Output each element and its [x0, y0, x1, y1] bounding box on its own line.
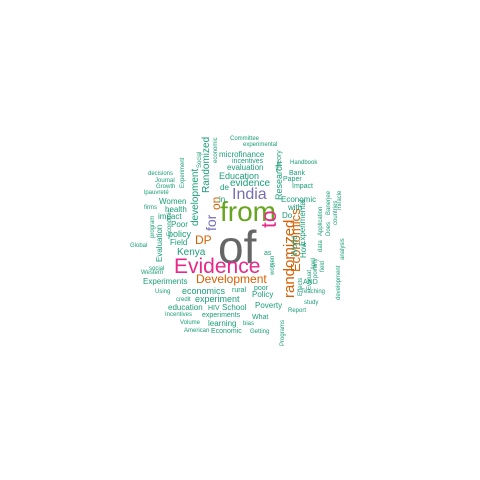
- cloud-word: Handbook: [290, 160, 318, 166]
- cloud-word: as: [264, 250, 272, 257]
- cloud-word: Women: [159, 197, 187, 206]
- cloud-word: Randomized: [201, 136, 212, 193]
- cloud-word: lpauvreté: [144, 190, 169, 196]
- cloud-word: Journal: [155, 178, 175, 184]
- cloud-word: Volume: [180, 320, 201, 326]
- cloud-word: experiment: [195, 294, 240, 304]
- cloud-word: data: [318, 240, 324, 252]
- cloud-word: learning: [208, 319, 237, 328]
- cloud-word: Incentives: [165, 312, 193, 318]
- cloud-word: experimental: [243, 142, 278, 148]
- cloud-word: Education: [219, 171, 260, 181]
- cloud-word: Development: [196, 272, 267, 286]
- cloud-word: development: [190, 168, 201, 226]
- cloud-word: Experimental: [298, 199, 307, 246]
- cloud-word: Kenya: [177, 247, 206, 258]
- cloud-word: in: [219, 195, 226, 204]
- cloud-word: Report: [288, 308, 307, 314]
- cloud-word: April: [311, 257, 317, 270]
- cloud-word: Experiments: [143, 277, 188, 286]
- cloud-word: social: [149, 266, 165, 272]
- cloud-word: economic: [213, 137, 219, 163]
- cloud-word: HIV: [208, 305, 220, 312]
- cloud-word: education: [168, 303, 203, 312]
- cloud-word: Evidence: [174, 255, 261, 278]
- cloud-word: Western: [141, 270, 164, 276]
- cloud-word: Evaluation: [155, 224, 164, 262]
- cloud-word: Programs: [280, 319, 286, 346]
- cloud-word: Experiment: [180, 157, 186, 188]
- cloud-word: field: [320, 260, 326, 272]
- cloud-word: development: [336, 265, 342, 300]
- cloud-word: Effects: [298, 277, 304, 296]
- cloud-word: is: [270, 262, 276, 269]
- cloud-word: economics: [182, 286, 226, 296]
- cloud-word: poor: [254, 285, 269, 292]
- cloud-word: experiments: [202, 312, 241, 319]
- cloud-word: study: [304, 300, 319, 306]
- cloud-word: Bank: [289, 170, 305, 177]
- cloud-word: de: [220, 183, 229, 192]
- cloud-word: bias: [243, 321, 255, 327]
- cloud-word: Social: [197, 151, 203, 168]
- cloud-word: Growth: [156, 184, 176, 190]
- cloud-word: credit: [176, 297, 191, 303]
- cloud-word: DP: [195, 233, 212, 247]
- cloud-word: American: [184, 328, 210, 334]
- cloud-word: of: [218, 221, 257, 273]
- cloud-word: Teaching: [301, 289, 326, 295]
- cloud-word: miracle: [337, 190, 343, 210]
- cloud-word: firms: [144, 205, 157, 211]
- cloud-word: Getting: [250, 329, 270, 335]
- cloud-word: What: [252, 314, 269, 321]
- cloud-word: from: [220, 196, 276, 227]
- cloud-word: program: [150, 215, 156, 238]
- cloud-word: microfinance: [219, 150, 265, 159]
- cloud-word: to: [258, 210, 281, 228]
- cloud-word: Poor: [171, 220, 188, 229]
- cloud-word: women: [270, 255, 276, 275]
- cloud-word: Impact: [292, 183, 314, 190]
- cloud-word: Paper: [283, 176, 302, 183]
- cloud-word: policy: [168, 229, 192, 239]
- cloud-word: Economic: [167, 209, 173, 236]
- cloud-word: Does: [326, 221, 332, 236]
- cloud-word: with: [288, 203, 303, 212]
- cloud-word: Evaluat: [307, 269, 313, 290]
- cloud-word: School: [222, 303, 247, 312]
- cloud-word: Committee: [230, 136, 260, 142]
- cloud-word: Do: [282, 211, 293, 220]
- cloud-word: Global: [130, 243, 148, 249]
- cloud-word: Theory: [276, 150, 283, 172]
- cloud-word: Field: [170, 238, 188, 247]
- cloud-word: incentives: [232, 158, 264, 165]
- cloud-word: AND: [303, 279, 318, 286]
- cloud-word: India: [232, 186, 267, 203]
- cloud-word: Policy: [252, 290, 274, 299]
- cloud-word: impact: [158, 212, 182, 221]
- cloud-word: Application: [318, 206, 324, 236]
- cloud-word: for: [203, 214, 219, 231]
- cloud-word: Economic: [281, 195, 317, 204]
- cloud-word: health: [165, 205, 187, 214]
- cloud-word: analysis: [340, 238, 346, 260]
- cloud-word: Using: [155, 289, 171, 295]
- cloud-word: Poverty: [255, 301, 283, 310]
- cloud-word: Banerjee: [326, 190, 332, 215]
- cloud-word: Economic: [211, 328, 242, 335]
- cloud-word: evidence: [230, 178, 271, 189]
- cloud-word: rural: [232, 287, 247, 294]
- cloud-word: evaluation: [227, 163, 264, 172]
- cloud-word: decisions: [148, 171, 174, 177]
